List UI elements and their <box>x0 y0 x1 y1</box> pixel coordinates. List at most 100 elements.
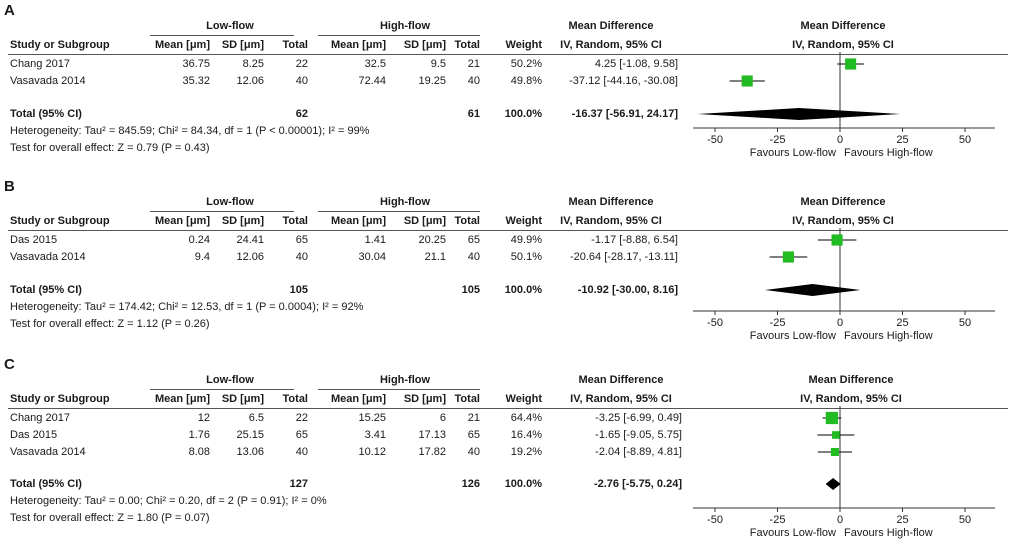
md-ci-value: 4.25 [-1.08, 9.58] <box>594 58 678 70</box>
total-n1: 105 <box>289 284 308 296</box>
plot-title: Mean Difference <box>800 196 886 208</box>
n1-value: 22 <box>295 58 308 70</box>
panel-label: B <box>4 178 15 195</box>
md-method-header: IV, Random, 95% CI <box>570 393 672 405</box>
x-tick-label: -25 <box>770 514 786 526</box>
md-method-header: IV, Random, 95% CI <box>560 39 662 51</box>
x-tick-label: 50 <box>959 134 971 146</box>
x-tick-label: 25 <box>896 134 908 146</box>
mean2-value: 15.25 <box>358 412 386 424</box>
divider <box>318 389 480 390</box>
weight-header: Weight <box>505 393 542 405</box>
study-header: Study or Subgroup <box>10 215 110 227</box>
favours-right-label: Favours High-flow <box>844 330 933 342</box>
total-md-ci: -10.92 [-30.00, 8.16] <box>577 284 678 296</box>
md-ci-value: -20.64 [-28.17, -13.11] <box>569 251 678 263</box>
pooled-diamond <box>825 478 841 490</box>
total-header: Total <box>282 393 308 405</box>
total-md-ci: -2.76 [-5.75, 0.24] <box>593 478 682 490</box>
group2-header: High-flow <box>379 196 431 208</box>
sd-header: SD [μm] <box>403 215 446 227</box>
group2-header: High-flow <box>379 374 431 386</box>
favours-left-label: Favours Low-flow <box>750 330 836 342</box>
sd1-value: 6.5 <box>248 412 264 424</box>
study-name: Das 2015 <box>10 234 58 246</box>
md-header: Mean Difference <box>578 374 664 386</box>
mean1-value: 0.24 <box>188 234 210 246</box>
study-marker <box>825 411 838 425</box>
md-ci-value: -2.04 [-8.89, 4.81] <box>595 446 682 458</box>
group1-header: Low-flow <box>206 374 254 386</box>
sd2-value: 6 <box>439 412 446 424</box>
total-n2: 61 <box>467 108 480 120</box>
mean-header: Mean [μm] <box>154 39 210 51</box>
n1-value: 65 <box>295 234 308 246</box>
x-tick-label: -25 <box>770 134 786 146</box>
md-ci-value: -1.65 [-9.05, 5.75] <box>595 429 682 441</box>
sd2-value: 9.5 <box>430 58 446 70</box>
total-weight: 100.0% <box>504 284 542 296</box>
total-label: Total (95% CI) <box>10 478 82 490</box>
x-tick-label: 0 <box>837 514 843 526</box>
sd-header: SD [μm] <box>403 39 446 51</box>
study-name: Chang 2017 <box>10 58 70 70</box>
favours-right-label: Favours High-flow <box>844 527 933 539</box>
overall-effect-text: Test for overall effect: Z = 0.79 (P = 0… <box>10 142 210 154</box>
n2-value: 40 <box>467 75 480 87</box>
mean-header: Mean [μm] <box>330 215 386 227</box>
total-n1: 62 <box>295 108 308 120</box>
x-tick-label: 50 <box>959 317 971 329</box>
x-tick-label: 25 <box>896 514 908 526</box>
heterogeneity-text: Heterogeneity: Tau² = 0.00; Chi² = 0.20,… <box>10 495 327 507</box>
mean2-value: 32.5 <box>364 58 386 70</box>
study-name: Chang 2017 <box>10 412 70 424</box>
total-n1: 127 <box>289 478 308 490</box>
total-md-ci: -16.37 [-56.91, 24.17] <box>571 108 678 120</box>
total-n2: 126 <box>461 478 480 490</box>
total-header: Total <box>454 393 480 405</box>
total-header: Total <box>454 39 480 51</box>
n1-value: 40 <box>295 75 308 87</box>
total-weight: 100.0% <box>504 478 542 490</box>
pooled-diamond <box>697 108 901 120</box>
mean1-value: 9.4 <box>194 251 210 263</box>
sd1-value: 12.06 <box>236 75 264 87</box>
n2-value: 40 <box>467 446 480 458</box>
total-header: Total <box>454 215 480 227</box>
x-tick-label: -50 <box>707 134 723 146</box>
mean1-value: 36.75 <box>182 58 210 70</box>
sd1-value: 8.25 <box>242 58 264 70</box>
total-label: Total (95% CI) <box>10 284 82 296</box>
study-marker <box>845 58 857 70</box>
plot-method-header: IV, Random, 95% CI <box>792 215 894 227</box>
panel-label: A <box>4 2 15 19</box>
x-tick-label: -50 <box>707 317 723 329</box>
mean-header: Mean [μm] <box>154 393 210 405</box>
mean2-value: 30.04 <box>358 251 386 263</box>
forest-plot: -50 -25 0 25 50 Favours Low-flow Favours High-… <box>693 228 995 342</box>
group1-header: Low-flow <box>206 196 254 208</box>
plot-title: Mean Difference <box>808 374 894 386</box>
md-ci-value: -37.12 [-44.16, -30.08] <box>569 75 678 87</box>
mean2-value: 1.41 <box>364 234 386 246</box>
sd2-value: 19.25 <box>418 75 446 87</box>
divider <box>318 35 480 36</box>
plot-method-header: IV, Random, 95% CI <box>800 393 902 405</box>
weight-header: Weight <box>505 39 542 51</box>
sd-header: SD [μm] <box>221 39 264 51</box>
forest-plot: -50 -25 0 25 50 Favours Low-flow Favours High-… <box>693 406 995 539</box>
study-marker <box>782 251 794 263</box>
sd-header: SD [μm] <box>403 393 446 405</box>
x-tick-label: -50 <box>707 514 723 526</box>
sd2-value: 21.1 <box>424 251 446 263</box>
study-marker <box>832 431 840 439</box>
study-name: Vasavada 2014 <box>10 75 86 87</box>
study-header: Study or Subgroup <box>10 393 110 405</box>
n1-value: 22 <box>295 412 308 424</box>
mean1-value: 12 <box>197 412 210 424</box>
mean1-value: 1.76 <box>188 429 210 441</box>
n2-value: 40 <box>467 251 480 263</box>
sd1-value: 12.06 <box>236 251 264 263</box>
weight-header: Weight <box>505 215 542 227</box>
x-tick-label: 50 <box>959 514 971 526</box>
